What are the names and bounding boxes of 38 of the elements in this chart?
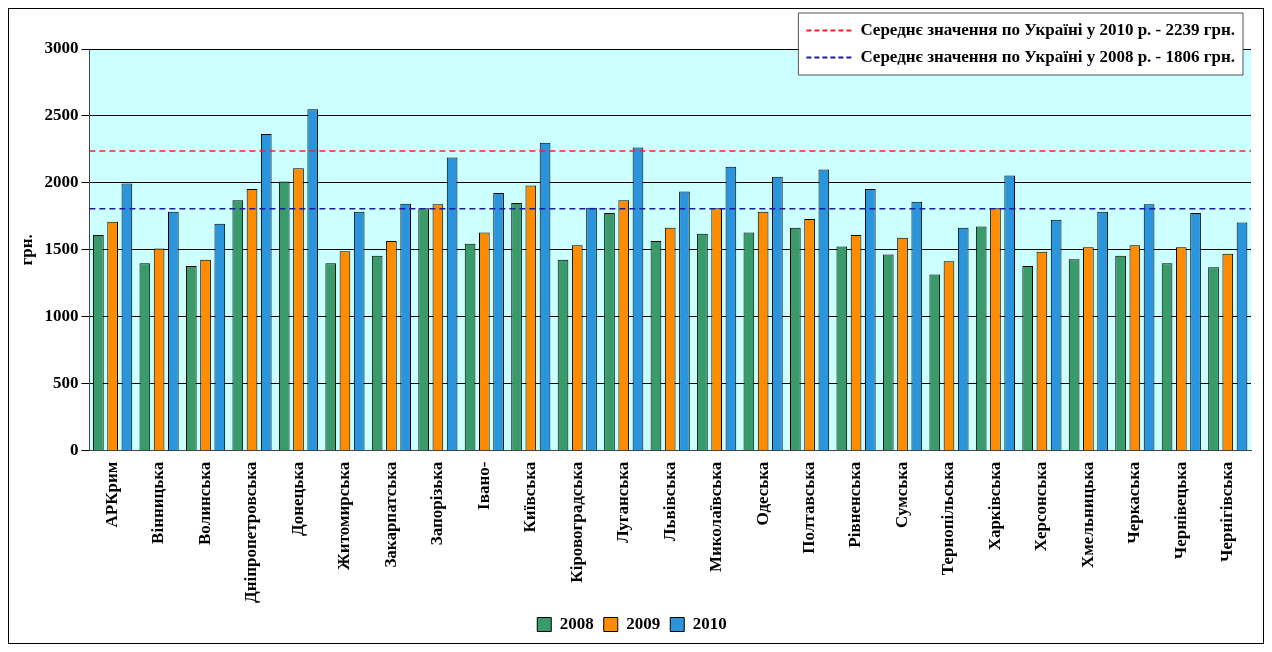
y-tick-label: 500 (52, 373, 79, 393)
x-tick-label: Одеська (752, 461, 772, 526)
y-tick-label: 0 (69, 440, 79, 460)
y-tick-label: 2500 (44, 105, 79, 125)
y-axis-title: грн. (16, 234, 36, 266)
x-tick-label: Івано- (473, 461, 493, 510)
legend-label: 2008 (559, 613, 594, 633)
x-tick-label: Донецька (287, 461, 307, 537)
x-tick-label: Рівненська (845, 461, 865, 548)
x-tick-label: Львівська (659, 461, 679, 542)
x-tick-label: Тернопільська (938, 461, 958, 576)
y-tick-label: 3000 (44, 38, 79, 58)
y-tick-label: 1000 (44, 306, 79, 326)
x-tick-label: Луганська (613, 461, 633, 543)
x-tick-label: Полтавська (798, 461, 818, 554)
x-tick-label: АРКрим (102, 461, 122, 528)
legend-label: Середнє значення по Україні у 2010 р. - 2239 грн. (860, 19, 1236, 39)
legend-label: 2010 (692, 613, 727, 633)
x-tick-label: Херсонська (1031, 461, 1051, 552)
x-tick-label: Київська (520, 461, 540, 533)
x-tick-label: Волинська (194, 461, 214, 545)
x-tick-label: Чернівецька (1170, 461, 1190, 560)
legend-label: 2009 (626, 613, 661, 633)
x-tick-label: Черкаська (1124, 461, 1144, 544)
x-tick-label: Житомирська (334, 461, 354, 570)
x-tick-label: Харківська (984, 461, 1004, 551)
x-tick-label: Хмельницька (1077, 461, 1097, 568)
x-tick-label: Запорізька (427, 461, 447, 546)
x-tick-label: Миколаївська (706, 461, 726, 573)
y-tick-label: 1500 (44, 239, 79, 259)
x-tick-label: Сумська (891, 461, 911, 528)
x-tick-label: Закарпатська (380, 461, 400, 568)
x-tick-label: Чернігівська (1217, 461, 1237, 563)
legend-label: Середнє значення по Україні у 2008 р. - 1806 грн. (860, 46, 1236, 66)
y-tick-label: 2000 (44, 172, 79, 192)
x-tick-label: Вінницька (148, 461, 168, 544)
x-tick-label: Дніпропетровська (241, 461, 261, 604)
x-tick-label: Кіровоградська (566, 461, 586, 583)
